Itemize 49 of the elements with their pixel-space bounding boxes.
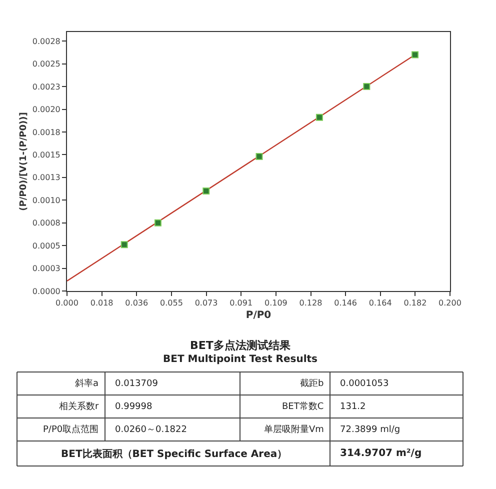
- y-tick-label: 0.0010: [32, 196, 60, 205]
- y-tick-label: 0.0008: [32, 218, 60, 228]
- text: BET常数C: [282, 401, 324, 412]
- y-tick-label: 0.0003: [32, 264, 60, 274]
- point: [256, 153, 263, 160]
- x-tick-label: 0.018: [90, 298, 114, 308]
- text: 314.9707 m²/g: [340, 448, 422, 459]
- x-tick-label: 0.055: [160, 298, 183, 308]
- x-tick-label: 0.073: [194, 298, 218, 308]
- point: [316, 114, 323, 121]
- y-tick-label: 0.0013: [32, 173, 60, 182]
- text: BET多点法测试结果: [190, 339, 292, 352]
- y-tick-label: 0.0025: [32, 60, 60, 69]
- point: [120, 241, 128, 248]
- y-tick-label: 0.0000: [32, 286, 60, 296]
- text: 单层吸附量Vm: [264, 424, 324, 435]
- y-tick-label: 0.0020: [32, 105, 60, 114]
- x-tick-label: 0.000: [56, 298, 78, 308]
- x-tick-label: 0.128: [299, 298, 322, 308]
- text: 72.3899 ml/g: [340, 425, 400, 435]
- text: 131.2: [340, 402, 366, 412]
- x-tick-label: 0.036: [125, 298, 148, 308]
- y-tick-label: 0.0023: [32, 82, 60, 92]
- x-tick-label: 0.091: [230, 298, 253, 308]
- y-tick-label: 0.0015: [32, 150, 60, 160]
- text: 0.0260～0.1822: [115, 425, 187, 435]
- text: BET比表面积（BET Specific Surface Area）: [61, 448, 288, 460]
- x-tick-label: 0.200: [438, 298, 462, 308]
- x-tick-label: 0.182: [404, 298, 427, 308]
- x-tick-label: 0.146: [334, 298, 358, 308]
- point: [202, 188, 210, 195]
- y-tick-label: 0.0018: [32, 128, 60, 137]
- text: BET Multipoint Test Results: [163, 354, 318, 365]
- point: [412, 51, 419, 58]
- text: 相关系数r: [59, 401, 99, 412]
- y-tick-label: 0.0028: [32, 36, 60, 46]
- text: 斜率a: [75, 378, 99, 389]
- x-tick-label: 0.109: [264, 298, 288, 308]
- x-axis-title: P/P0: [246, 310, 272, 322]
- point: [363, 83, 370, 90]
- text: 0.0001053: [340, 379, 389, 389]
- y-axis-title: (P/P0)/[V(1-(P/P0))]: [18, 112, 29, 211]
- text: 截距b: [300, 378, 324, 389]
- text: 0.99998: [115, 402, 152, 412]
- y-tick-label: 0.0005: [32, 241, 60, 250]
- text: 0.013709: [115, 379, 158, 389]
- text: P/P0取点范围: [43, 424, 99, 435]
- point: [154, 219, 162, 226]
- x-tick-label: 0.164: [368, 298, 392, 308]
